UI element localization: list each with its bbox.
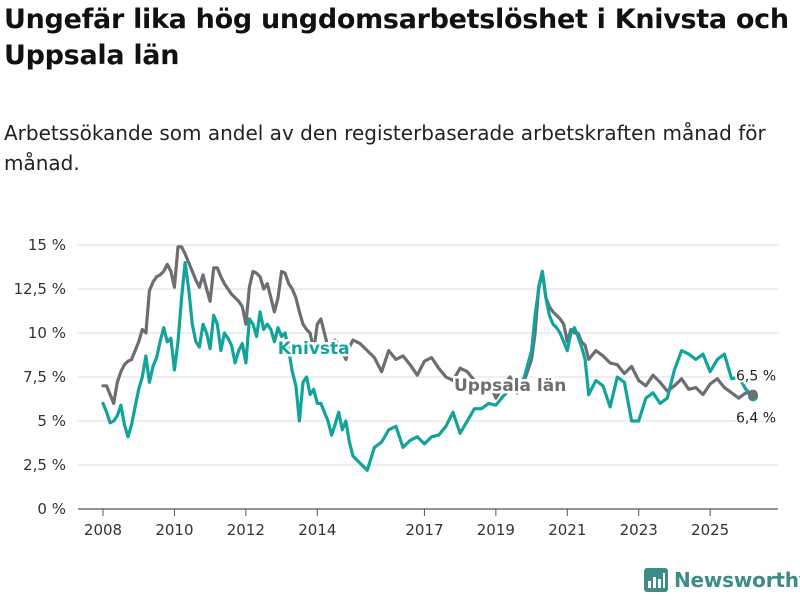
x-tick-label: 2023	[620, 521, 658, 539]
y-tick-label: 15 %	[28, 236, 66, 254]
axes: 0 % 2,5 % 5 % 7,5 % 10 % 12,5 % 15 % 2008 2010 20…	[14, 236, 730, 539]
y-tick-label: 10 %	[28, 324, 66, 342]
series-labels: 6,5 % 6,4 % Knivsta Uppsala län	[275, 337, 778, 429]
newsworthy-logo-icon	[644, 568, 668, 592]
x-tick-label: 2025	[691, 521, 729, 539]
chart-subtitle: Arbetssökande som andel av den registerb…	[4, 121, 766, 175]
x-tick-label: 2017	[405, 521, 443, 539]
series-lines	[101, 245, 758, 472]
x-tick-label: 2010	[155, 521, 193, 539]
series-label-knivsta: Knivsta	[278, 339, 350, 359]
series-line-uppsala-län	[101, 245, 755, 405]
series-end-dot	[748, 389, 758, 400]
y-tick-label: 7,5 %	[23, 368, 66, 386]
y-tick-label: 5 %	[37, 412, 66, 430]
x-tick-label: 2019	[477, 521, 515, 539]
grid-lines	[78, 244, 778, 510]
series-line-knivsta	[101, 261, 755, 472]
end-value-label-knivsta: 6,4 %	[736, 410, 776, 426]
end-value-label-uppsala: 6,5 %	[736, 369, 776, 385]
series-label-uppsala: Uppsala län	[454, 376, 566, 396]
y-tick-label: 12,5 %	[14, 280, 66, 298]
brand-name: Newsworthy	[674, 568, 800, 592]
newsworthy-brand: Newsworthy	[644, 568, 800, 592]
x-tick-label: 2021	[548, 521, 586, 539]
x-tick-label: 2008	[84, 521, 122, 539]
chart-title: Ungefär lika hög ungdomsarbetslöshet i K…	[4, 4, 789, 71]
y-tick-label: 2,5 %	[23, 456, 66, 474]
x-tick-label: 2012	[227, 521, 265, 539]
y-tick-label: 0 %	[37, 500, 66, 518]
x-tick-label: 2014	[298, 521, 336, 539]
